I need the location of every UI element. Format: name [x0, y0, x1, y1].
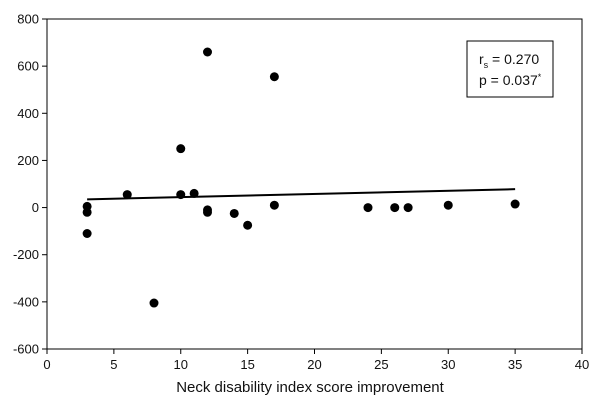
- y-tick-label: 400: [17, 106, 39, 121]
- p-value-text: p = 0.037: [479, 72, 538, 88]
- x-tick-label: 10: [174, 357, 188, 372]
- x-axis-title: Neck disability index score improvement: [176, 379, 444, 396]
- y-tick-label: 0: [32, 200, 39, 215]
- rho-symbol: r: [479, 51, 484, 67]
- correlation-label: rs = 0.270: [479, 51, 539, 70]
- data-point: [82, 207, 92, 217]
- x-tick-label: 20: [307, 357, 321, 372]
- rho-value: = 0.270: [488, 51, 539, 67]
- data-point: [363, 203, 373, 213]
- data-point: [82, 229, 92, 238]
- data-point: [403, 203, 413, 213]
- x-tick-label: 35: [508, 357, 522, 372]
- data-point: [443, 200, 453, 210]
- p-significance-mark: *: [538, 72, 542, 82]
- y-tick-label: -400: [13, 294, 39, 309]
- y-tick-label: 200: [17, 153, 39, 168]
- data-point: [122, 190, 132, 200]
- y-tick-label: -200: [13, 247, 39, 262]
- data-point: [269, 200, 279, 210]
- y-tick-label: 600: [17, 59, 39, 74]
- data-points: [82, 47, 520, 308]
- y-tick-label: -600: [13, 342, 39, 357]
- y-tick-label: 800: [17, 12, 39, 27]
- x-axis-ticks: 0 5 10 15 20 25 30 35 40: [43, 349, 589, 372]
- rho-subscript: s: [484, 60, 489, 70]
- data-point: [510, 199, 520, 209]
- data-point: [189, 188, 199, 198]
- data-point: [203, 47, 212, 57]
- data-point: [176, 190, 186, 200]
- data-point: [176, 144, 186, 154]
- x-tick-label: 25: [374, 357, 388, 372]
- x-tick-label: 5: [110, 357, 117, 372]
- x-tick-label: 40: [575, 357, 589, 372]
- data-point: [269, 72, 279, 82]
- x-tick-label: 0: [43, 357, 50, 372]
- data-point: [203, 207, 212, 217]
- data-point: [390, 203, 400, 213]
- data-point: [229, 208, 239, 218]
- stats-box-frame: [466, 40, 554, 98]
- x-tick-label: 15: [240, 357, 254, 372]
- stats-box: rs = 0.270 p = 0.037*: [466, 40, 554, 98]
- data-point: [243, 220, 253, 230]
- trend-line: [87, 188, 516, 201]
- x-tick-label: 30: [441, 357, 455, 372]
- p-value-label: p = 0.037*: [479, 72, 542, 88]
- y-axis-ticks: 800 600 400 200 0 -200 -400 -600: [13, 12, 47, 357]
- data-point: [149, 298, 159, 308]
